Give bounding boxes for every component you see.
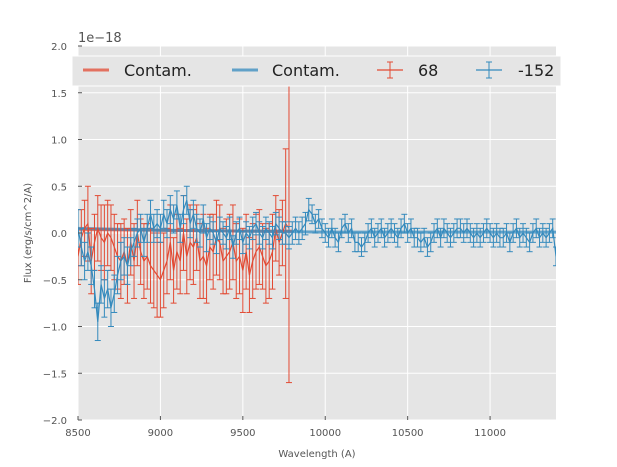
y-tick-label: 2.0 (51, 42, 67, 53)
y-tick-label: −2.0 (43, 416, 67, 427)
legend: Contam. Contam. 68 -152 (71, 55, 562, 87)
x-tick-label: 11000 (474, 428, 506, 439)
y-tick-label: 0.0 (51, 229, 67, 240)
y-tick-label: −0.5 (43, 276, 67, 287)
axes: 8500 9000 9500 10000 10500 11000 −2.0 −1.5 −1.0 −… (43, 42, 506, 439)
x-tick-label: 9500 (230, 428, 255, 439)
legend-label: Contam. (272, 61, 340, 80)
y-tick-label: 1.5 (51, 89, 67, 100)
series-3 (78, 185, 556, 342)
y-tick-label: −1.5 (43, 369, 67, 380)
y-tick-label: −1.0 (43, 323, 67, 334)
legend-box (71, 55, 562, 87)
y-axis-label: Flux (erg/s/cm^2/A) (23, 183, 34, 283)
legend-label: 68 (418, 61, 438, 80)
y-offset-label: 1e−18 (78, 31, 122, 46)
series-line (78, 221, 290, 282)
x-tick-label: 8500 (65, 428, 90, 439)
legend-label: -152 (518, 61, 554, 80)
x-tick-label: 9000 (148, 428, 173, 439)
x-axis-label: Wavelength (A) (278, 449, 355, 460)
y-tick-label: 0.5 (51, 182, 67, 193)
x-tick-label: 10000 (309, 428, 341, 439)
legend-label: Contam. (124, 61, 192, 80)
y-tick-label: 1.0 (51, 136, 67, 147)
series-line (78, 200, 556, 322)
series-layer (78, 73, 556, 384)
x-tick-label: 10500 (392, 428, 424, 439)
